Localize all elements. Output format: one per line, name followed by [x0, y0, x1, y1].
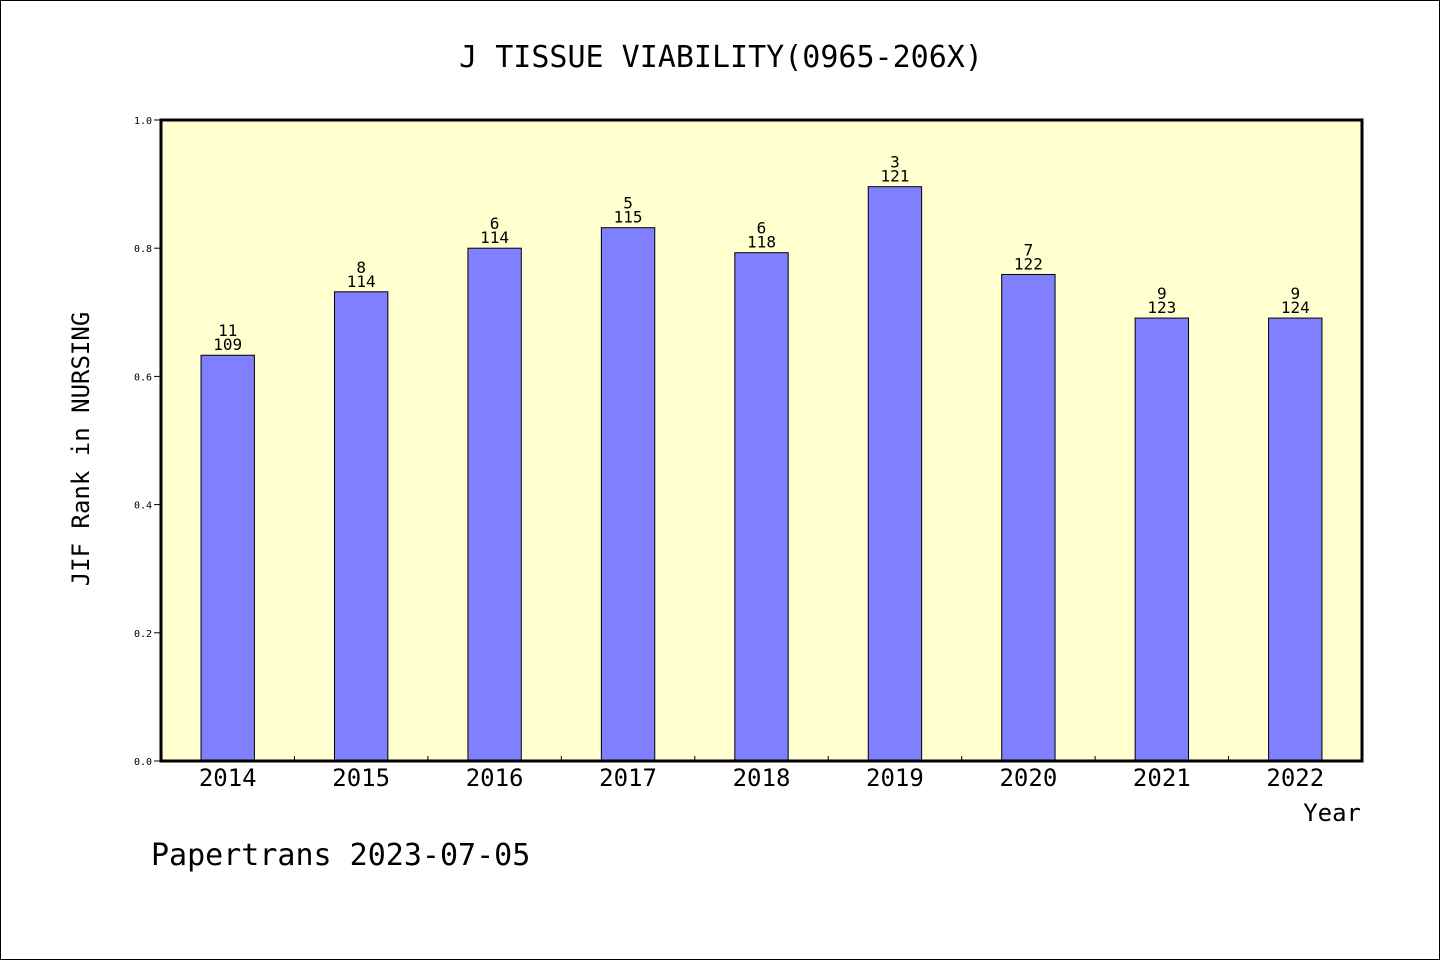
x-tick-label: 2018	[733, 764, 791, 792]
x-tick-label: 2021	[1133, 764, 1191, 792]
bar	[467, 247, 522, 762]
y-tick-label: 0.6	[134, 372, 152, 383]
bar-rank-label: 5	[623, 194, 633, 213]
bar-rank-label: 3	[890, 153, 900, 172]
y-axis-label: JIF Rank in NURSING	[67, 312, 95, 587]
bar	[1001, 273, 1056, 762]
bar-rank-label: 8	[356, 258, 366, 277]
bar-total-label: 123	[1147, 298, 1176, 317]
y-tick-label: 1.0	[134, 116, 152, 127]
bar-total-label: 114	[347, 272, 376, 291]
bar-total-label: 124	[1281, 298, 1310, 317]
y-tick-label: 0.4	[134, 501, 152, 512]
bar	[333, 291, 389, 762]
bar	[867, 186, 923, 762]
bar-rank-label: 9	[1157, 284, 1167, 303]
bar-total-label: 122	[1014, 254, 1043, 273]
y-tick-label: 0.2	[134, 629, 152, 640]
y-tick-label: 0.0	[134, 757, 152, 768]
bar-total-label: 115	[614, 208, 643, 227]
chart-title: J TISSUE VIABILITY(0965-206X)	[459, 40, 983, 75]
footer-text: Papertrans 2023-07-05	[151, 838, 530, 873]
bar-total-label: 109	[213, 335, 242, 354]
bar-rank-label: 6	[757, 219, 767, 238]
plot-frame	[159, 118, 1364, 763]
bar-rank-label: 9	[1290, 284, 1300, 303]
bar-rank-label: 7	[1024, 240, 1034, 259]
x-tick-label: 2015	[332, 764, 390, 792]
bar-total-label: 114	[480, 228, 509, 247]
x-tick-label: 2022	[1266, 764, 1324, 792]
bar-total-label: 121	[880, 167, 909, 186]
y-axis: 0.0 0.2 0.4 0.6 0.8 1.0	[134, 116, 161, 768]
x-tick-label: 2016	[466, 764, 524, 792]
x-tick-label: 2020	[999, 764, 1057, 792]
x-tick-label: 2014	[199, 764, 257, 792]
bar-rank-label: 11	[218, 321, 237, 340]
bar-total-label: 118	[747, 233, 776, 252]
x-tick-label: 2019	[866, 764, 924, 792]
bar	[200, 354, 255, 762]
bar	[1268, 317, 1323, 762]
x-axis-label: Year	[1303, 799, 1361, 827]
x-tick-label: 2017	[599, 764, 657, 792]
bar	[734, 252, 789, 762]
x-axis: 2014 2015 2016 2017 2018 2019 2020 2021 2022	[199, 756, 1324, 792]
bar-rank-label: 6	[490, 214, 500, 233]
bar	[1134, 317, 1190, 762]
y-tick-label: 0.8	[134, 244, 152, 255]
bar	[600, 227, 656, 762]
